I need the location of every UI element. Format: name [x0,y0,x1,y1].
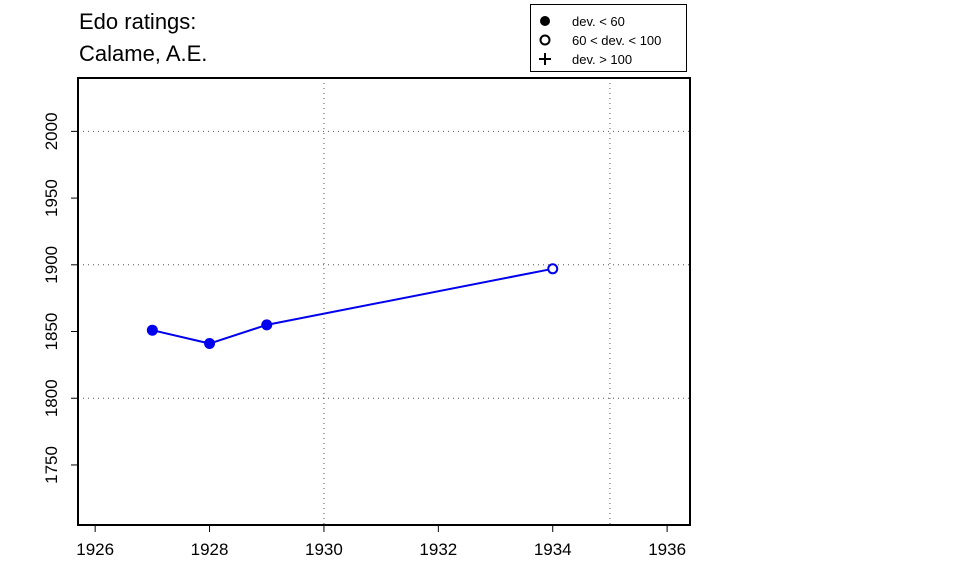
x-tick-label: 1930 [305,540,343,559]
y-tick-label: 1750 [42,446,61,484]
legend-item-mid-dev: 60 < dev. < 100 [531,30,686,50]
y-tick-label: 2000 [42,112,61,150]
grid-lines [78,78,690,525]
y-tick-label: 1800 [42,379,61,417]
y-axis: 1750 1800 1850 1900 1950 2000 [42,112,78,484]
x-tick-label: 1926 [76,540,114,559]
legend: dev. < 60 60 < dev. < 100 dev. > 100 [530,4,687,72]
chart-title-line1: Edo ratings: [79,9,197,34]
x-tick-label: 1932 [419,540,457,559]
y-tick-label: 1950 [42,179,61,217]
open-circle-icon [539,34,551,46]
data-point-open [547,263,559,275]
x-tick-label: 1928 [191,540,229,559]
data-point [204,338,216,350]
x-tick-label: 1936 [648,540,686,559]
y-tick-label: 1850 [42,313,61,351]
legend-item-high-dev: dev. > 100 [531,49,686,69]
data-point [261,319,273,331]
x-tick-label: 1934 [534,540,572,559]
legend-label: dev. > 100 [572,52,633,67]
x-axis: 1926 1928 1930 1932 1934 1936 [76,525,686,559]
plus-icon [539,53,551,65]
filled-circle-icon [540,16,550,26]
plot-frame [77,77,691,526]
series-layer [146,263,559,350]
legend-label: dev. < 60 [572,14,625,29]
legend-item-low-dev: dev. < 60 [531,11,686,31]
chart-title-line2: Calame, A.E. [79,41,208,66]
legend-label: 60 < dev. < 100 [572,33,662,48]
data-point [146,324,158,336]
series-line [152,267,553,345]
y-tick-label: 1900 [42,246,61,284]
